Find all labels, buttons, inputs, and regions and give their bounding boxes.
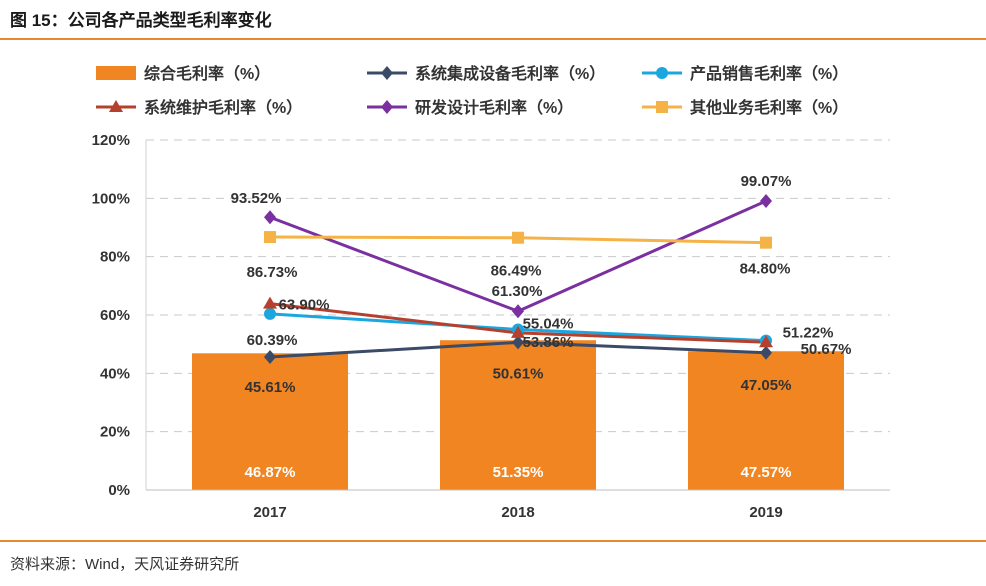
data-label: 60.39% — [247, 332, 298, 349]
data-point — [264, 349, 276, 364]
data-point — [512, 335, 524, 350]
data-point — [511, 325, 525, 338]
data-point — [759, 335, 773, 348]
bar — [192, 353, 348, 490]
data-label: 99.07% — [741, 173, 792, 190]
legend-label: 研发设计毛利率（%） — [415, 98, 573, 117]
legend-marker — [381, 100, 393, 114]
y-tick-label: 80% — [100, 249, 130, 266]
legend-label: 其他业务毛利率（%） — [690, 98, 848, 117]
legend-swatch — [96, 66, 136, 80]
legend-label: 综合毛利率（%） — [144, 64, 270, 83]
data-point — [760, 236, 772, 249]
data-label: 93.52% — [231, 190, 282, 207]
footer-divider — [0, 540, 986, 542]
data-point — [512, 304, 524, 319]
y-tick-label: 60% — [100, 307, 130, 324]
data-label: 84.80% — [740, 261, 791, 278]
bar — [688, 351, 844, 490]
data-point — [760, 194, 772, 209]
data-label: 61.30% — [492, 283, 543, 300]
legend-marker — [381, 66, 393, 80]
data-label: 50.61% — [493, 365, 544, 382]
data-label: 86.49% — [491, 263, 542, 280]
legend-label: 产品销售毛利率（%） — [690, 64, 848, 83]
data-point — [263, 296, 277, 309]
data-label: 86.73% — [247, 264, 298, 281]
data-point — [264, 307, 276, 320]
data-label: 63.90% — [279, 297, 330, 314]
y-tick-label: 120% — [92, 132, 130, 149]
bar-value-label: 51.35% — [493, 464, 544, 481]
data-label: 45.61% — [245, 379, 296, 396]
x-tick-label: 2018 — [501, 504, 534, 521]
source-note: 资料来源：Wind，天风证券研究所 — [10, 556, 240, 573]
data-point — [264, 210, 276, 225]
legend-marker — [656, 67, 668, 79]
x-tick-label: 2017 — [253, 504, 286, 521]
bar — [440, 340, 596, 490]
title-divider — [0, 38, 986, 40]
x-tick-label: 2019 — [749, 504, 782, 521]
chart-title: 图 15：公司各产品类型毛利率变化 — [10, 11, 272, 30]
data-label: 50.67% — [801, 341, 852, 358]
data-point — [264, 231, 276, 244]
data-label: 55.04% — [523, 315, 574, 332]
data-point — [512, 231, 524, 244]
data-label: 53.86% — [523, 334, 574, 351]
legend-label: 系统维护毛利率（%） — [144, 98, 302, 117]
y-tick-label: 0% — [108, 482, 130, 499]
data-point — [760, 345, 772, 360]
legend-marker — [656, 101, 668, 113]
y-tick-label: 40% — [100, 365, 130, 382]
bar-value-label: 46.87% — [245, 464, 296, 481]
chart: 0% 20% 40% 60% 80% 100% 120% 2017 2018 2019 46.87%… — [92, 64, 890, 521]
y-tick-label: 20% — [100, 424, 130, 441]
legend-marker — [109, 100, 123, 112]
legend-label: 系统集成设备毛利率（%） — [415, 64, 605, 83]
y-tick-label: 100% — [92, 190, 130, 207]
bar-value-label: 47.57% — [741, 464, 792, 481]
data-label: 47.05% — [741, 377, 792, 394]
data-label: 51.22% — [783, 325, 834, 342]
